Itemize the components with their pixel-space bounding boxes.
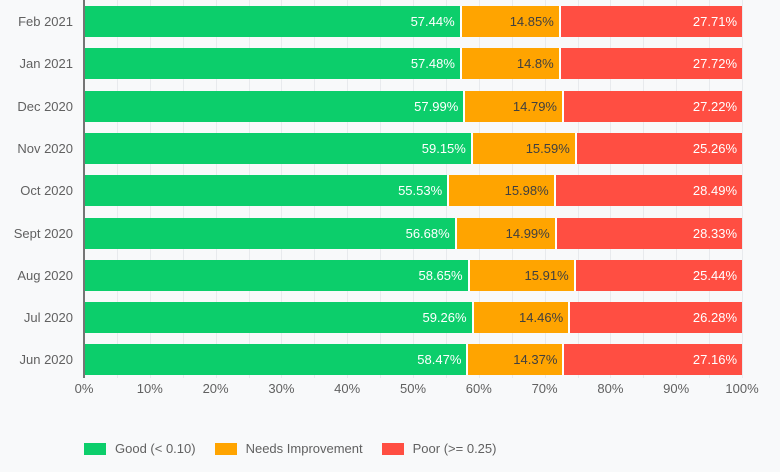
- category-label: Dec 2020: [17, 98, 73, 114]
- bar-row: 59.26% 14.46% 26.28%: [84, 302, 742, 334]
- bar-value-label: 28.49%: [692, 183, 738, 199]
- x-axis-tick-label: 90%: [663, 381, 690, 396]
- bar-value-label: 26.28%: [692, 310, 737, 326]
- bar-row: 56.68% 14.99% 28.33%: [84, 217, 742, 249]
- bar-value-label: 14.79%: [512, 98, 557, 114]
- bar-segment-poor[interactable]: 27.22%: [563, 90, 742, 122]
- legend-item-good: Good (< 0.10): [84, 441, 196, 456]
- bar-row: 58.47% 14.37% 27.16%: [84, 344, 742, 376]
- bar-value-label: 14.37%: [513, 352, 558, 368]
- bar-segment-poor[interactable]: 27.16%: [564, 344, 742, 376]
- bar-value-label: 27.71%: [692, 14, 737, 29]
- bar-segment-poor[interactable]: 28.33%: [556, 217, 742, 249]
- category-label: Oct 2020: [20, 183, 73, 199]
- bar-row: 55.53% 15.98% 28.49%: [84, 175, 743, 207]
- bar-value-label: 27.72%: [692, 56, 737, 72]
- category-label: Nov 2020: [17, 140, 73, 156]
- x-axis-tick-label: 40%: [334, 381, 361, 396]
- bar-segment-needs-improvement[interactable]: 15.91%: [469, 259, 576, 291]
- y-axis-baseline: [83, 0, 85, 378]
- bar-segment-good[interactable]: 57.99%: [84, 90, 466, 122]
- x-axis-tick-label: 60%: [465, 381, 492, 396]
- chart-legend: Good (< 0.10) Needs Improvement Poor (>= 0…: [84, 441, 496, 456]
- legend-label: Poor (>= 0.25): [412, 441, 497, 456]
- bar-row: 59.15% 15.59% 25.26%: [84, 132, 742, 164]
- bar-segment-needs-improvement[interactable]: 15.98%: [449, 175, 556, 207]
- bar-value-label: 56.68%: [405, 225, 450, 241]
- bar-segment-poor[interactable]: 25.44%: [575, 259, 742, 291]
- bar-value-label: 57.44%: [410, 14, 455, 29]
- bar-value-label: 57.48%: [410, 56, 455, 72]
- legend-item-poor: Poor (>= 0.25): [381, 441, 497, 456]
- bar-segment-good[interactable]: 58.47%: [84, 344, 469, 376]
- bar-segment-needs-improvement[interactable]: 14.46%: [473, 302, 571, 334]
- bar-value-label: 25.26%: [692, 140, 737, 156]
- bar-segment-needs-improvement[interactable]: 14.37%: [468, 344, 565, 376]
- bar-segment-good[interactable]: 55.53%: [84, 175, 450, 207]
- category-label: Sept 2020: [13, 225, 73, 241]
- x-axis-tick-label: 100%: [725, 381, 759, 396]
- bar-segment-needs-improvement[interactable]: 14.99%: [456, 217, 557, 249]
- bar-value-label: 59.15%: [421, 140, 466, 156]
- x-axis-tick-label: 80%: [597, 381, 624, 396]
- bar-row: 57.44% 14.85% 27.71%: [84, 6, 742, 37]
- bar-segment-poor[interactable]: 28.49%: [555, 175, 743, 207]
- bar-segment-poor[interactable]: 25.26%: [576, 132, 742, 164]
- bar-value-label: 15.59%: [525, 140, 570, 156]
- bar-value-label: 27.22%: [692, 98, 737, 114]
- bar-value-label: 14.99%: [505, 225, 550, 241]
- bar-segment-good[interactable]: 57.48%: [84, 48, 462, 80]
- legend-swatch-poor: [381, 442, 404, 455]
- bar-value-label: 14.85%: [509, 14, 554, 29]
- bar-value-label: 58.65%: [418, 267, 463, 283]
- bar-segment-good[interactable]: 59.26%: [84, 302, 474, 334]
- bar-row: 57.99% 14.79% 27.22%: [84, 90, 742, 122]
- bar-value-label: 57.99%: [414, 98, 459, 114]
- x-axis-tick-label: 70%: [531, 381, 558, 396]
- bar-segment-needs-improvement[interactable]: 15.59%: [472, 132, 577, 164]
- legend-label: Needs Improvement: [245, 441, 363, 456]
- bar-value-label: 55.53%: [398, 183, 443, 199]
- x-axis-tick-label: 50%: [399, 381, 427, 396]
- bar-value-label: 27.16%: [692, 352, 737, 368]
- x-axis-tick-label: 20%: [202, 381, 229, 396]
- x-axis-tick-label: 10%: [136, 381, 163, 396]
- category-label: Jan 2021: [19, 56, 74, 72]
- gridline: [742, 0, 743, 378]
- bar-segment-poor[interactable]: 27.71%: [560, 6, 742, 37]
- bar-row: 57.48% 14.8% 27.72%: [84, 48, 742, 80]
- bar-value-label: 14.46%: [519, 310, 564, 326]
- bar-value-label: 14.8%: [516, 56, 554, 72]
- bar-row: 58.65% 15.91% 25.44%: [84, 259, 742, 291]
- bar-value-label: 59.26%: [422, 310, 467, 326]
- legend-swatch-good: [84, 442, 106, 455]
- plot-area: 57.44% 14.85% 27.71% 57.48% 14.8% 27.72% 57.99…: [84, 0, 743, 378]
- x-axis-tick-label: 0%: [74, 381, 94, 396]
- bar-segment-needs-improvement[interactable]: 14.79%: [465, 90, 564, 122]
- category-label: Jun 2020: [19, 352, 74, 368]
- bar-segment-good[interactable]: 57.44%: [84, 6, 462, 37]
- bar-segment-good[interactable]: 59.15%: [84, 132, 473, 164]
- bar-segment-needs-improvement[interactable]: 14.85%: [461, 6, 561, 37]
- category-label: Aug 2020: [17, 267, 73, 283]
- bar-value-label: 58.47%: [417, 352, 462, 368]
- bar-segment-needs-improvement[interactable]: 14.8%: [461, 48, 561, 80]
- bar-value-label: 28.33%: [692, 225, 737, 241]
- bar-segment-poor[interactable]: 26.28%: [570, 302, 742, 334]
- bar-value-label: 15.91%: [524, 267, 569, 283]
- bar-value-label: 15.98%: [504, 183, 549, 199]
- legend-label: Good (< 0.10): [115, 441, 196, 456]
- category-label: Feb 2021: [18, 14, 73, 29]
- legend-swatch-needs-improvement: [214, 442, 237, 455]
- bar-value-label: 25.44%: [692, 267, 737, 283]
- category-label: Jul 2020: [23, 310, 73, 326]
- bar-segment-poor[interactable]: 27.72%: [560, 48, 742, 80]
- x-axis-tick-label: 30%: [268, 381, 295, 396]
- legend-item-needs-improvement: Needs Improvement: [214, 441, 363, 456]
- bar-segment-good[interactable]: 58.65%: [84, 259, 470, 291]
- bar-segment-good[interactable]: 56.68%: [84, 217, 457, 249]
